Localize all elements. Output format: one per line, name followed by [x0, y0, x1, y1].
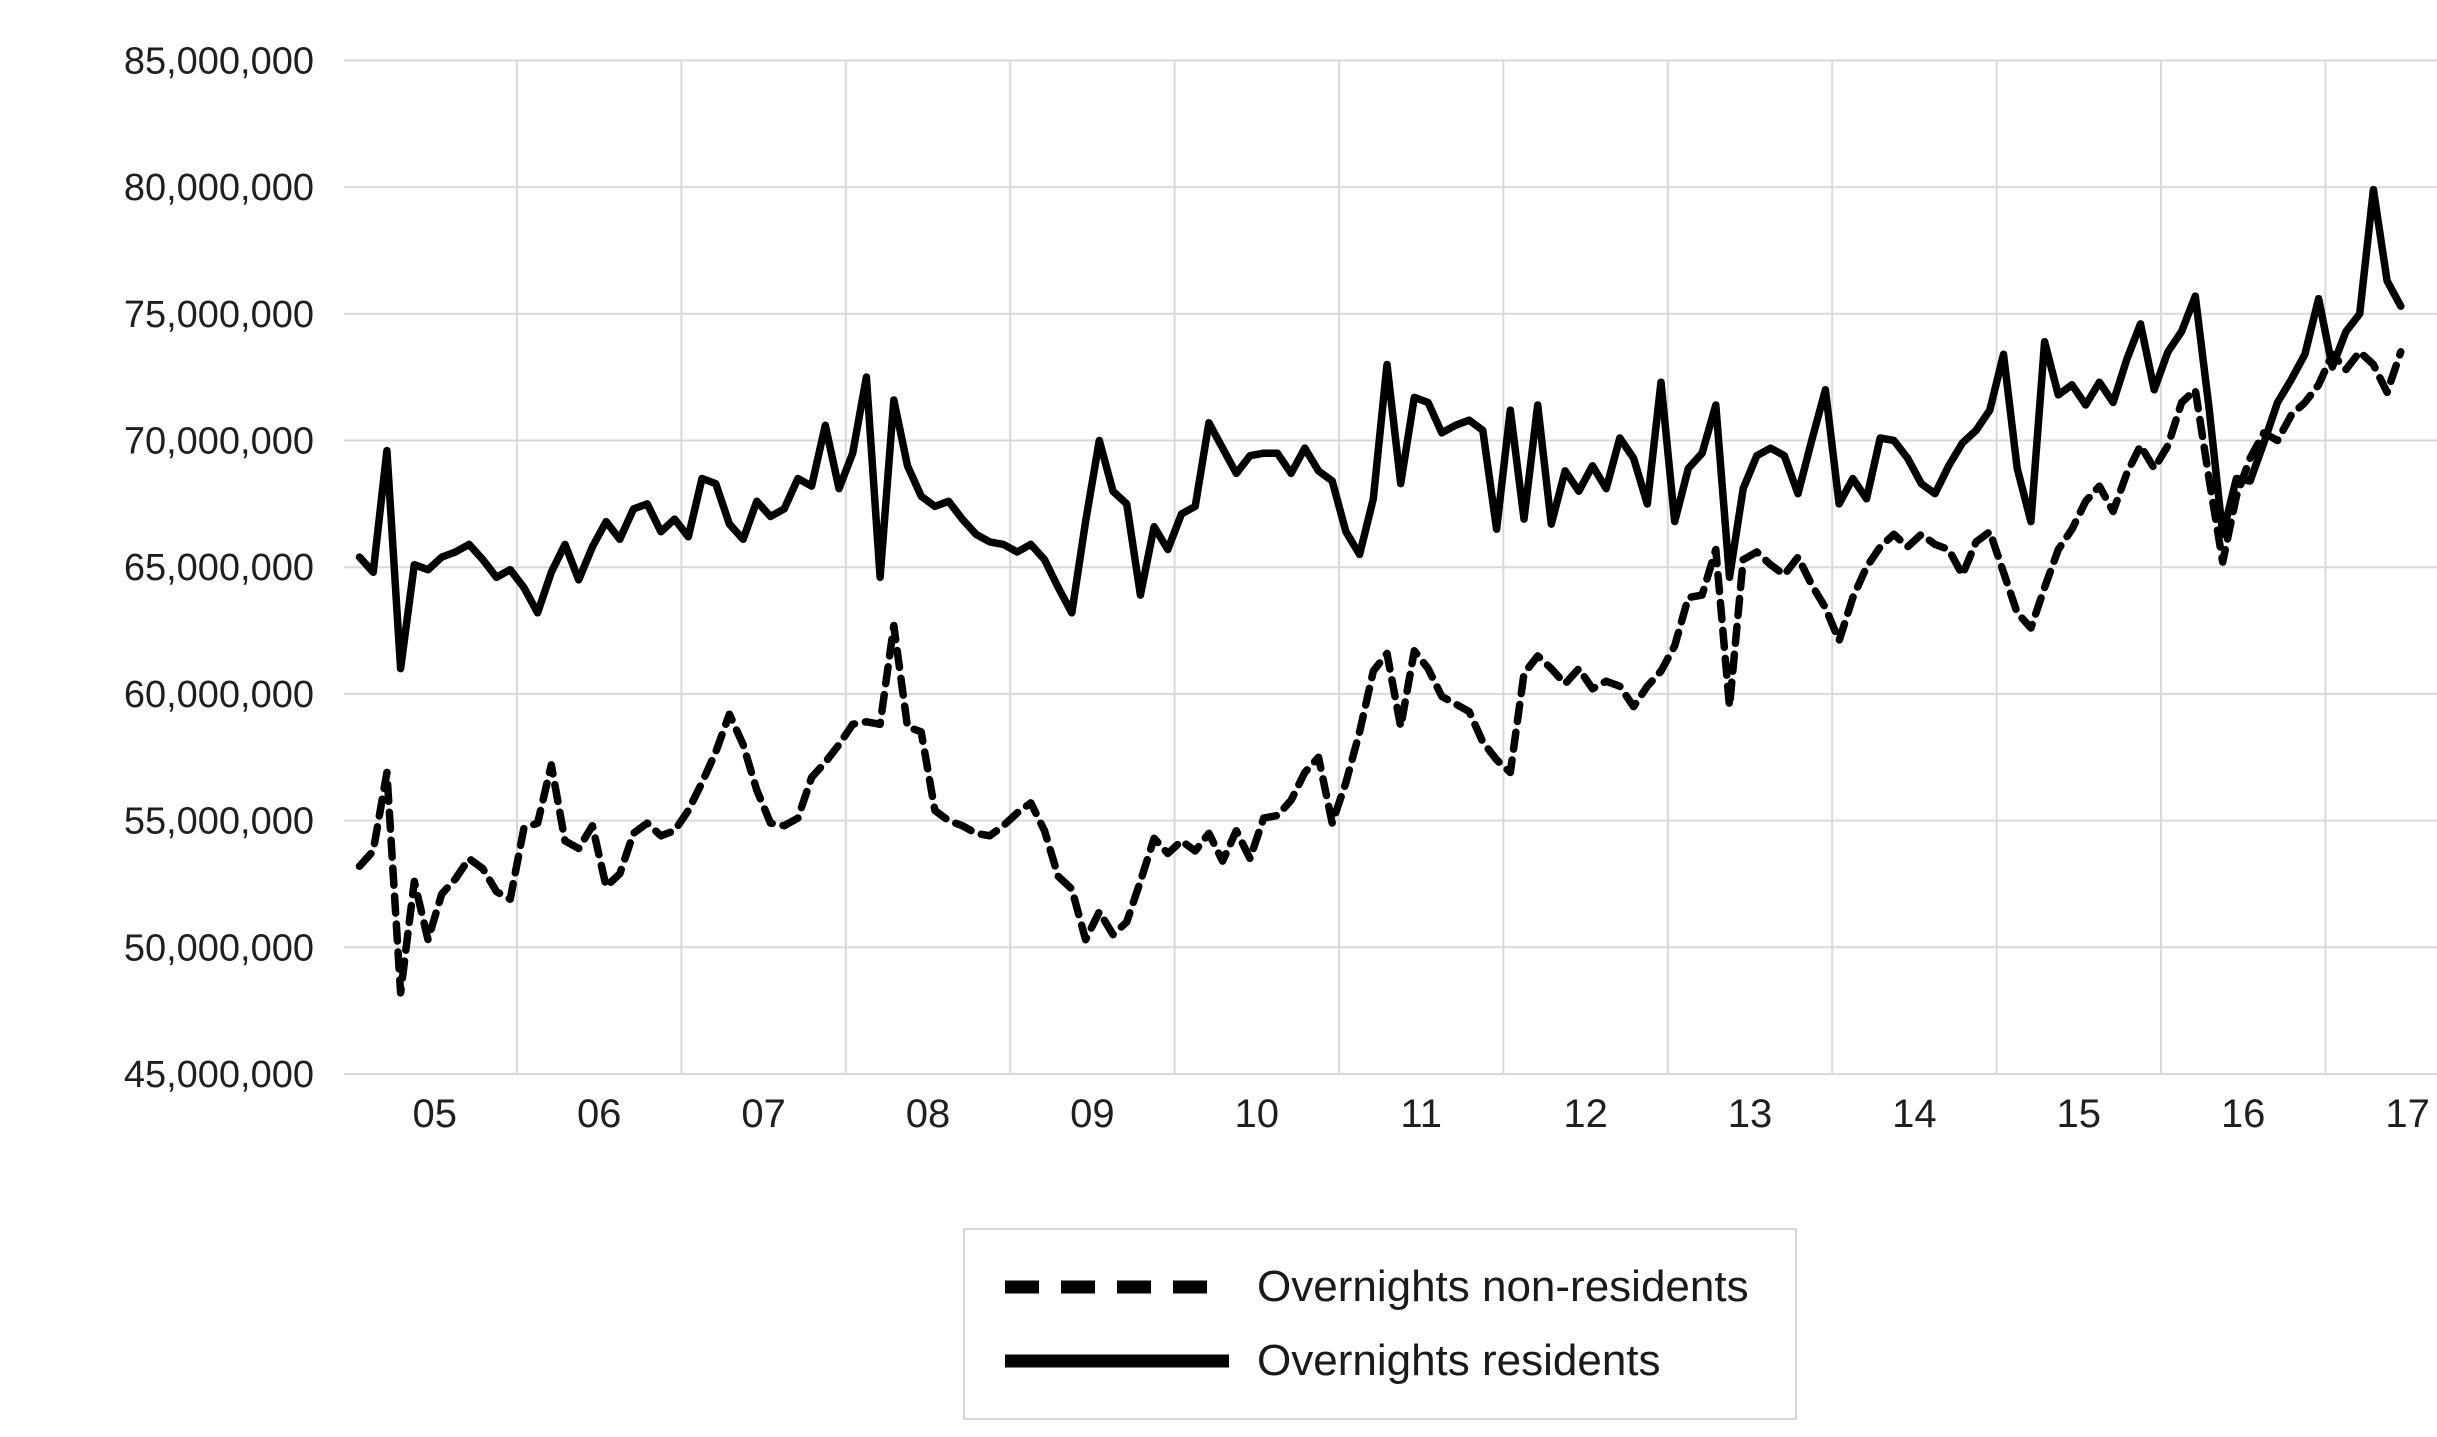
- y-tick-label: 55,000,000: [124, 801, 314, 843]
- x-tick-label: 08: [906, 1092, 951, 1136]
- y-tick-label: 85,000,000: [124, 40, 314, 82]
- x-tick-label: 14: [1892, 1092, 1937, 1136]
- x-tick-label: 16: [2221, 1092, 2266, 1136]
- legend-line-dashed-sample: [1005, 1280, 1229, 1294]
- y-tick-label: 65,000,000: [124, 547, 314, 589]
- legend: Overnights non-residents Overnights resi…: [963, 1228, 1797, 1420]
- y-tick-label: 80,000,000: [124, 167, 314, 209]
- x-tick-label: 15: [2057, 1092, 2102, 1136]
- y-tick-label: 45,000,000: [124, 1054, 314, 1096]
- x-tick-label: 05: [413, 1092, 458, 1136]
- y-tick-label: 60,000,000: [124, 674, 314, 716]
- series-line-non-residents: [355, 348, 2405, 997]
- x-tick-label: 06: [577, 1092, 622, 1136]
- series-line-residents: [355, 185, 2405, 673]
- legend-item-residents: Overnights residents: [1003, 1336, 1795, 1386]
- x-tick-label: 12: [1563, 1092, 1608, 1136]
- legend-label-non-residents: Overnights non-residents: [1257, 1262, 1749, 1311]
- legend-label-residents: Overnights residents: [1257, 1336, 1661, 1385]
- legend-line-solid-sample: [1005, 1354, 1229, 1368]
- x-tick-label: 13: [1728, 1092, 1773, 1136]
- y-tick-label: 70,000,000: [124, 421, 314, 463]
- x-tick-label: 07: [741, 1092, 786, 1136]
- x-tick-label: 09: [1070, 1092, 1115, 1136]
- x-tick-label: 11: [1400, 1092, 1442, 1136]
- x-tick-label: 17: [2385, 1092, 2430, 1136]
- x-tick-label: 10: [1235, 1092, 1280, 1136]
- y-tick-label: 50,000,000: [124, 927, 314, 969]
- y-tick-label: 75,000,000: [124, 294, 314, 336]
- legend-item-non-residents: Overnights non-residents: [1003, 1262, 1795, 1312]
